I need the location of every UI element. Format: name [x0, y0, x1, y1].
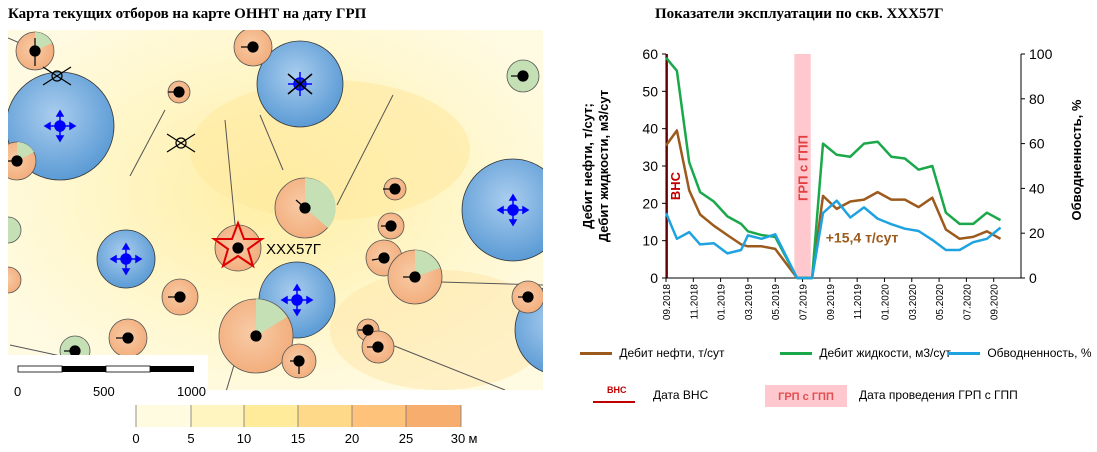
- series-line-3: [664, 199, 1002, 280]
- y-tick-label-left: 30: [642, 158, 658, 174]
- x-tick-label: 09.2020: [990, 284, 1001, 321]
- y-tick-label-left: 20: [642, 195, 658, 211]
- x-tick-label: 01.2020: [880, 284, 891, 321]
- y-axis-label-right: Обводненность, %: [1069, 99, 1084, 220]
- legend-vns-text: Дата ВНС: [653, 388, 709, 402]
- target-well-star: [210, 220, 266, 269]
- abandoned-wells: [42, 66, 196, 153]
- legend-item-liquid: Дебит жидкости, м3/сут: [780, 346, 951, 360]
- y-tick-label-left: 40: [642, 121, 658, 137]
- target-well-label: XXX57Г: [266, 241, 321, 258]
- colorbar-tick-10: 10: [237, 431, 251, 446]
- legend-events: ВНС Дата ВНС ГРП с ГПП Дата проведения Г…: [593, 385, 1073, 411]
- production-map: XXX57Г 0 500 1000 0 5 10 15 20 25: [8, 30, 543, 446]
- legend-vns: ВНС: [593, 385, 639, 407]
- scale-label-0: 0: [14, 384, 21, 399]
- series-line-1: [664, 129, 1002, 280]
- legend-frac-text: Дата проведения ГРП с ГПП: [859, 388, 1018, 402]
- plot-area: ГРП с ГПП ВНС 0 10 20 30 40 50 60 0 20 40 60 80 100 09.…: [580, 46, 1084, 320]
- y-tick-label-right: 80: [1029, 91, 1045, 107]
- colorbar-tick-30: 30: [451, 431, 465, 446]
- colorbar-tick-0: 0: [132, 431, 139, 446]
- y-tick-label-left: 0: [650, 270, 658, 286]
- x-tick-label: 11.2018: [689, 284, 700, 320]
- x-tick-label: 03.2019: [744, 284, 755, 321]
- scale-bar: 0 500 1000: [8, 355, 208, 399]
- legend: Дебит нефти, т/сут Дебит жидкости, м3/су…: [580, 346, 1092, 366]
- x-tick-label: 11.2019: [853, 284, 864, 320]
- x-tick-label: 09.2018: [662, 284, 673, 321]
- vns-label: ВНС: [668, 171, 683, 200]
- scale-label-1000: 1000: [177, 384, 206, 399]
- x-tick-label: 01.2019: [717, 284, 728, 321]
- y-axis-label-left-2: Дебит жидкости, м3/сут: [596, 90, 611, 242]
- scale-label-500: 500: [93, 384, 115, 399]
- x-tick-label: 05.2019: [771, 284, 782, 321]
- map-title: Карта текущих отборов на карте ОННТ на д…: [8, 6, 367, 22]
- colorbar-tick-25: 25: [399, 431, 413, 446]
- y-tick-label-right: 60: [1029, 136, 1045, 152]
- colorbar: 0 5 10 15 20 25 30 м: [132, 405, 478, 446]
- series-line-2: [665, 56, 1002, 280]
- x-tick-label: 05.2020: [935, 284, 946, 321]
- legend-item-oil: Дебит нефти, т/сут: [580, 346, 725, 360]
- chart-title: Показатели эксплуатации по скв. XXX57Г: [655, 6, 944, 22]
- production-chart: ГРП с ГПП ВНС 0 10 20 30 40 50 60 0 20 40 60 80 100 09.…: [580, 46, 1084, 320]
- producer-markers: [8, 38, 534, 374]
- y-tick-label-left: 60: [642, 46, 658, 62]
- y-tick-label-right: 20: [1029, 225, 1045, 241]
- y-tick-label-left: 50: [642, 83, 658, 99]
- x-tick-label: 07.2020: [962, 284, 973, 321]
- y-tick-label-right: 40: [1029, 180, 1045, 196]
- legend-item-watercut: Обводненность, %: [948, 346, 1092, 360]
- y-tick-label-left: 10: [642, 233, 658, 249]
- x-tick-label: 09.2019: [826, 284, 837, 321]
- y-axis-label-left: Дебит нефти, т/сут;: [580, 103, 595, 229]
- x-tick-label: 07.2019: [799, 284, 810, 321]
- colorbar-unit: м: [469, 431, 478, 446]
- y-tick-label-right: 0: [1029, 270, 1037, 286]
- frac-label: ГРП с ГПП: [796, 135, 811, 201]
- y-tick-label-right: 100: [1029, 46, 1053, 62]
- map-field: XXX57Г: [8, 30, 543, 390]
- legend-frac: ГРП с ГПП: [765, 385, 847, 407]
- colorbar-tick-15: 15: [291, 431, 305, 446]
- colorbar-tick-20: 20: [345, 431, 359, 446]
- injector-arrows: [43, 72, 530, 317]
- frac-band: [794, 54, 811, 278]
- oil-gain-annotation: +15,4 т/сут: [826, 230, 899, 246]
- colorbar-tick-5: 5: [187, 431, 194, 446]
- x-tick-label: 03.2020: [908, 284, 919, 321]
